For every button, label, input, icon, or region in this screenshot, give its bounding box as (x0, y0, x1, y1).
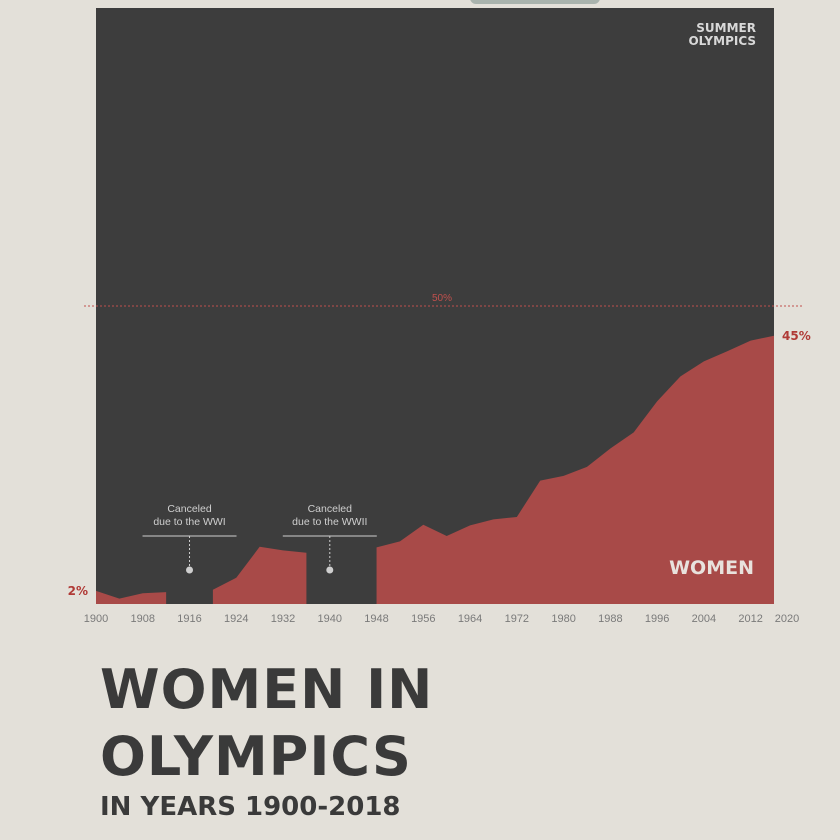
subtitle: IN YEARS 1900-2018 (100, 792, 401, 822)
x-tick-label: 2012 (738, 613, 762, 625)
area (96, 335, 774, 604)
title: WOMEN IN (100, 658, 433, 721)
x-tick-label: 1900 (84, 613, 108, 625)
x-tick-label: 1980 (551, 613, 575, 625)
x-tick-label: 1948 (364, 613, 388, 625)
x-tick-label: 1924 (224, 613, 248, 625)
x-tick-label: 1940 (318, 613, 342, 625)
annotation-dot (186, 566, 194, 574)
x-tick-label: 1996 (645, 613, 669, 625)
legend-label: WOMEN (669, 557, 754, 579)
x-tick-label: 1916 (177, 613, 201, 625)
x-tick-label: 1932 (271, 613, 295, 625)
panel-label: SUMMER (696, 21, 756, 35)
x-tick-label: 1956 (411, 613, 435, 625)
value-label: 45% (782, 329, 811, 343)
annotation-text: Canceled (167, 503, 212, 515)
annotation-text: due to the WWI (153, 516, 225, 528)
x-tick-label: 1988 (598, 613, 622, 625)
reference-label: 50% (432, 293, 452, 304)
x-tick-label: 2004 (692, 613, 716, 625)
x-tick-label: 2020 (775, 613, 799, 625)
panel-label: OLYMPICS (688, 34, 756, 48)
annotation-dot (326, 566, 334, 574)
top-tab (470, 0, 600, 4)
title: OLYMPICS (100, 725, 412, 788)
annotation-text: due to the WWII (292, 516, 367, 528)
x-tick-label: 1972 (505, 613, 529, 625)
annotation-text: Canceled (308, 503, 353, 515)
x-tick-label: 1908 (131, 613, 155, 625)
value-label: 2% (68, 584, 88, 598)
x-tick-label: 1964 (458, 613, 482, 625)
